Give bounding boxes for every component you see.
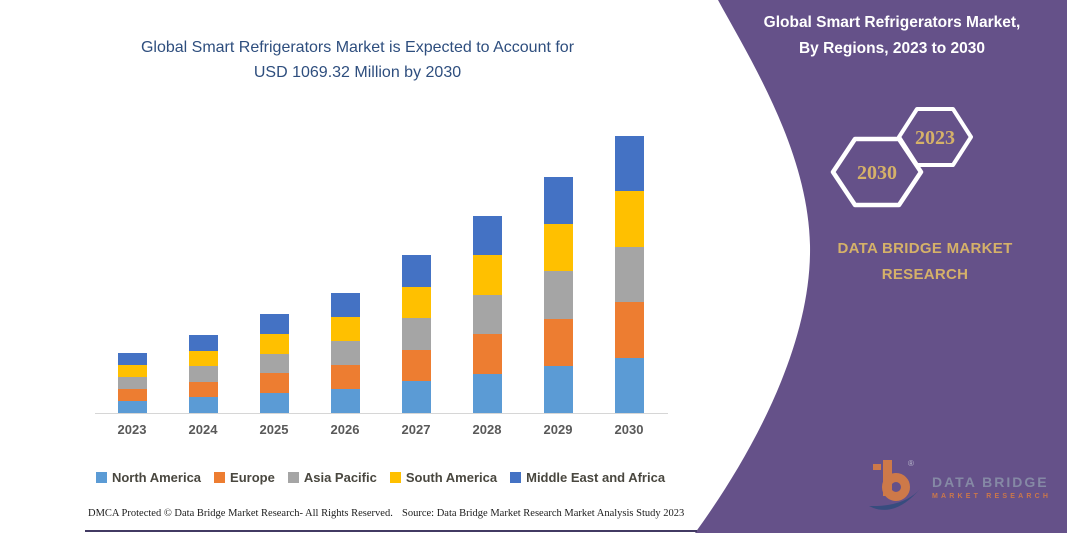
bar-segment-europe bbox=[472, 334, 502, 374]
x-axis-label-2029: 2029 bbox=[543, 422, 573, 437]
bar-segment-asia-pacific bbox=[188, 366, 218, 382]
legend-item-south-america: South America bbox=[389, 470, 498, 485]
bar-segment-europe bbox=[614, 302, 644, 358]
bar-segment-south-america bbox=[188, 350, 218, 367]
logo-wordmark: DATA BRIDGE MARKET RESEARCH bbox=[932, 474, 1051, 500]
bar-segment-asia-pacific bbox=[614, 246, 644, 303]
bar-segment-middle-east-and-africa bbox=[472, 216, 502, 256]
bottom-divider bbox=[85, 530, 697, 532]
bar-2023 bbox=[117, 353, 147, 413]
bar-segment-asia-pacific bbox=[472, 294, 502, 335]
bar-segment-south-america bbox=[259, 333, 289, 354]
bar-segment-middle-east-and-africa bbox=[614, 136, 644, 192]
bar-segment-north-america bbox=[401, 381, 431, 413]
legend-item-middle-east-and-africa: Middle East and Africa bbox=[510, 470, 665, 485]
data-bridge-logo: ® DATA BRIDGE MARKET RESEARCH bbox=[866, 456, 1051, 518]
bar-segment-middle-east-and-africa bbox=[543, 177, 573, 225]
panel-title: Global Smart Refrigerators Market, By Re… bbox=[731, 10, 1053, 63]
bar-segment-europe bbox=[543, 318, 573, 366]
legend-label: North America bbox=[111, 470, 202, 485]
legend-label: Asia Pacific bbox=[303, 470, 377, 485]
bar-segment-middle-east-and-africa bbox=[259, 314, 289, 334]
chart-title-line1: Global Smart Refrigerators Market is Exp… bbox=[140, 39, 575, 56]
footer-source: Source: Data Bridge Market Research Mark… bbox=[402, 508, 685, 519]
bar-segment-europe bbox=[117, 389, 147, 401]
legend: North America Europe Asia Pacific South Ame… bbox=[88, 470, 673, 485]
bar-2026 bbox=[330, 293, 360, 413]
bar-segment-asia-pacific bbox=[543, 271, 573, 319]
bar-segment-north-america bbox=[330, 389, 360, 413]
bar-segment-europe bbox=[188, 381, 218, 398]
data-bridge-logo-icon: ® bbox=[869, 459, 920, 510]
x-axis-label-2028: 2028 bbox=[472, 422, 502, 437]
hexagon-2030 bbox=[830, 136, 924, 208]
bar-segment-asia-pacific bbox=[401, 318, 431, 350]
bar-2027 bbox=[401, 255, 431, 413]
legend-swatch bbox=[389, 472, 401, 483]
bar-segment-south-america bbox=[614, 191, 644, 247]
bar-2024 bbox=[188, 335, 218, 413]
hexagon-2030-label: 2030 bbox=[857, 162, 897, 184]
x-axis-label-2024: 2024 bbox=[188, 422, 218, 437]
bar-segment-middle-east-and-africa bbox=[401, 255, 431, 287]
bar-segment-middle-east-and-africa bbox=[117, 353, 147, 365]
bar-segment-europe bbox=[330, 365, 360, 389]
bar-segment-north-america bbox=[614, 357, 644, 413]
hexagon-2023-label: 2023 bbox=[915, 127, 955, 149]
legend-swatch bbox=[214, 472, 226, 483]
bar-segment-south-america bbox=[472, 255, 502, 295]
legend-label: Middle East and Africa bbox=[526, 470, 666, 485]
bar-segment-north-america bbox=[472, 373, 502, 413]
bar-segment-south-america bbox=[330, 317, 360, 341]
x-axis-label-2030: 2030 bbox=[614, 422, 644, 437]
bar-2029 bbox=[543, 177, 573, 413]
x-axis-label-2023: 2023 bbox=[117, 422, 147, 437]
legend-item-north-america: North America bbox=[95, 470, 202, 485]
chart-title: Global Smart Refrigerators Market is Exp… bbox=[85, 36, 630, 86]
logo-wordmark-line1: DATA BRIDGE bbox=[932, 474, 1049, 490]
panel-title-line1: Global Smart Refrigerators Market, bbox=[763, 14, 1021, 31]
x-axis-label-2026: 2026 bbox=[330, 422, 360, 437]
legend-item-asia-pacific: Asia Pacific bbox=[287, 470, 377, 485]
bar-segment-middle-east-and-africa bbox=[330, 293, 360, 317]
plot-area: 2023 2024 2025 2026 2027 2028 2029 2030 bbox=[95, 128, 668, 437]
bar-segment-south-america bbox=[117, 365, 147, 377]
bar-segment-asia-pacific bbox=[259, 353, 289, 374]
logo-wordmark-line2: MARKET RESEARCH bbox=[932, 493, 1052, 500]
bar-segment-asia-pacific bbox=[330, 341, 360, 365]
bar-2025 bbox=[259, 314, 289, 413]
legend-label: South America bbox=[405, 470, 498, 485]
legend-item-europe: Europe bbox=[214, 470, 275, 485]
bar-segment-south-america bbox=[401, 286, 431, 319]
bar-segment-asia-pacific bbox=[117, 377, 147, 389]
bar-segment-north-america bbox=[259, 393, 289, 413]
x-axis-label-2025: 2025 bbox=[259, 422, 289, 437]
bar-segment-europe bbox=[259, 373, 289, 394]
bar-segment-north-america bbox=[188, 397, 218, 413]
x-axis-label-2027: 2027 bbox=[401, 422, 431, 437]
chart-title-line2: USD 1069.32 Million by 2030 bbox=[253, 63, 462, 81]
logo-b-bowl bbox=[882, 473, 910, 501]
legend-label: Europe bbox=[230, 470, 275, 485]
legend-swatch bbox=[287, 472, 299, 483]
year-hexagon-badges: 2030 2023 bbox=[830, 107, 973, 208]
legend-swatch bbox=[510, 472, 522, 483]
brand-text: DATA BRIDGE MARKET RESEARCH bbox=[837, 240, 1013, 283]
bar-2030 bbox=[614, 136, 644, 413]
bar-segment-north-america bbox=[117, 401, 147, 413]
bar-segment-europe bbox=[401, 349, 431, 382]
bar-segment-north-america bbox=[543, 365, 573, 413]
bar-segment-south-america bbox=[543, 224, 573, 272]
logo-flag-shape bbox=[873, 464, 881, 470]
logo-d-swoosh bbox=[869, 489, 920, 510]
panel-title-line2: By Regions, 2023 to 2030 bbox=[798, 40, 986, 58]
bar-2028 bbox=[472, 216, 502, 413]
bar-segment-middle-east-and-africa bbox=[188, 335, 218, 351]
purple-panel-shape bbox=[695, 0, 1067, 533]
footer-copyright: DMCA Protected © Data Bridge Market Rese… bbox=[88, 508, 393, 519]
registered-trademark-icon: ® bbox=[908, 459, 914, 468]
legend-swatch bbox=[95, 472, 107, 483]
